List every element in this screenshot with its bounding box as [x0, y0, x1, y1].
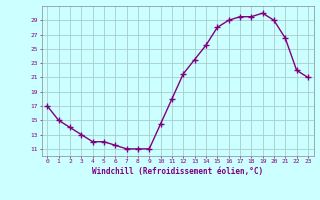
X-axis label: Windchill (Refroidissement éolien,°C): Windchill (Refroidissement éolien,°C) [92, 167, 263, 176]
